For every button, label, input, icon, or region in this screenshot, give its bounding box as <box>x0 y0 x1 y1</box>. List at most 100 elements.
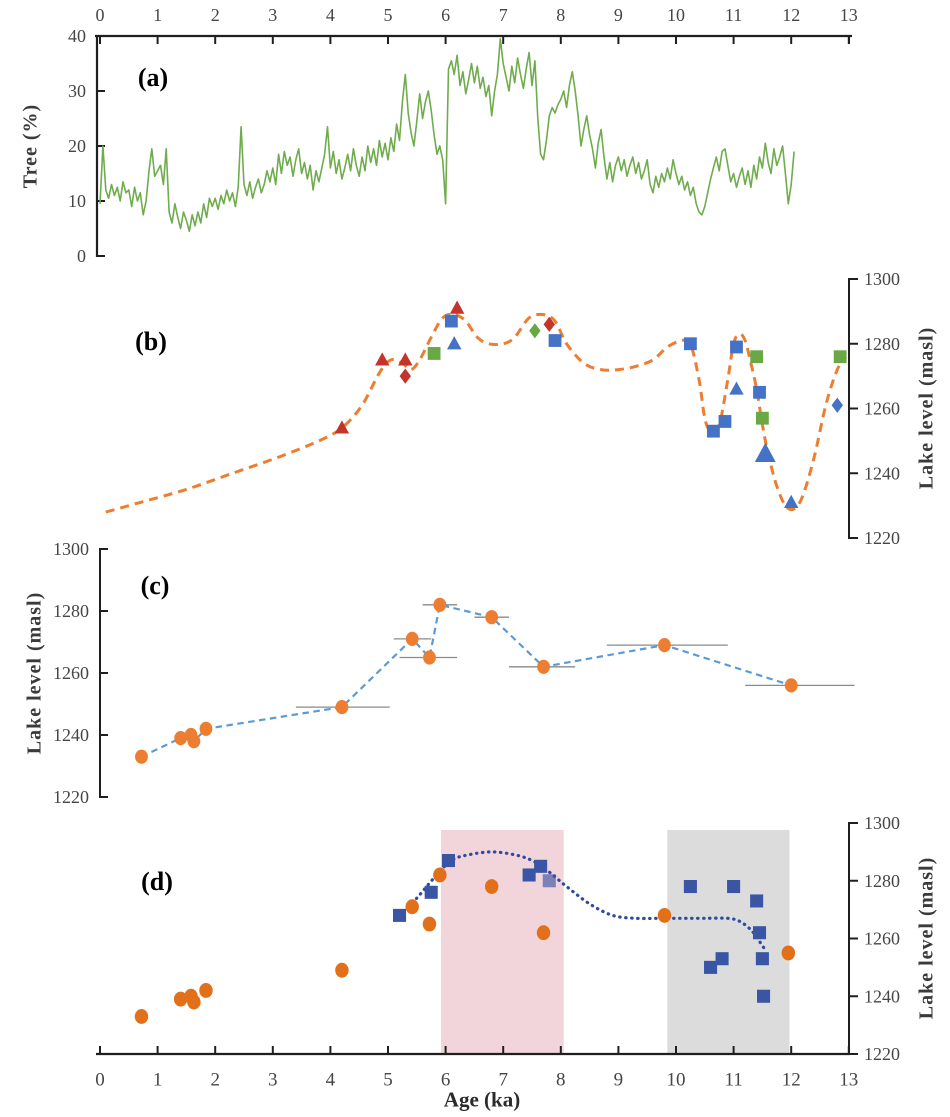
orange-circle-marker <box>784 678 798 693</box>
bottom-x-tick-label: 10 <box>667 1070 686 1091</box>
b-y-tick-label: 1260 <box>864 399 900 419</box>
top-x-tick-label: 5 <box>384 5 393 25</box>
top-x-tick-label: 0 <box>96 5 105 25</box>
d-y-tick-label: 1220 <box>864 1044 900 1064</box>
b-y-tick-label: 1240 <box>864 463 900 483</box>
top-x-tick-label: 1 <box>153 5 162 25</box>
blue-square-marker <box>750 894 764 908</box>
blue-square-marker <box>718 415 732 428</box>
orange-circle-marker <box>433 867 447 883</box>
orange-circle-marker <box>335 962 349 978</box>
blue-square-marker <box>548 334 562 347</box>
bottom-x-tick-label: 4 <box>326 1070 336 1091</box>
bottom-x-tick-label: 9 <box>614 1070 624 1091</box>
orange-circle-marker <box>422 916 437 932</box>
orange-circle-marker <box>423 650 436 665</box>
orange-circle-marker <box>657 907 672 923</box>
orange-circle-marker <box>484 879 499 894</box>
orange-circle-marker <box>199 721 213 736</box>
c-y-tick-label: 1300 <box>53 539 89 559</box>
blue-square-marker <box>441 854 456 868</box>
b-y-tick-label: 1280 <box>864 334 900 354</box>
c-y-tick-label: 1280 <box>53 601 89 621</box>
bottom-x-tick-label: 6 <box>441 1070 451 1091</box>
orange-circle-marker <box>536 925 551 941</box>
blue-square-marker <box>683 879 697 894</box>
blue-triangle-marker <box>447 336 462 350</box>
orange-circle-marker <box>187 994 201 1010</box>
green-square-marker <box>427 347 441 360</box>
blue-square-marker <box>752 926 767 940</box>
c-y-tick-label: 1220 <box>53 787 89 807</box>
panel-d-label: (d) <box>141 867 173 896</box>
red-triangle-marker <box>449 300 465 314</box>
blue-square-marker <box>534 859 548 873</box>
bottom-x-tick-label: 13 <box>839 1070 858 1091</box>
axis-title-lake-b: Lake level (masl) <box>915 326 938 490</box>
top-x-tick-label: 2 <box>211 5 220 25</box>
orange-circle-marker <box>174 731 188 746</box>
blue-square-marker <box>542 874 556 888</box>
blue-square-marker <box>753 385 766 399</box>
top-x-tick-label: 10 <box>667 5 685 25</box>
top-x-tick-label: 13 <box>840 5 858 25</box>
blue-square-marker <box>684 337 697 351</box>
orange-circle-marker <box>187 734 201 749</box>
axis-title-tree: Tree (%) <box>19 103 42 189</box>
red-triangle-marker <box>398 352 413 366</box>
bottom-x-tick-label: 11 <box>724 1070 742 1091</box>
d-y-tick-label: 1240 <box>864 986 900 1006</box>
red-diamond-marker <box>399 368 411 384</box>
panel-a-label: (a) <box>137 63 169 92</box>
a-y-tick-label: 40 <box>68 26 86 46</box>
bottom-x-tick-label: 0 <box>95 1070 105 1091</box>
blue-square-marker <box>707 424 720 438</box>
a-y-tick-label: 10 <box>68 191 86 211</box>
bottom-x-tick-label: 2 <box>210 1070 220 1091</box>
blue-triangle-marker <box>784 494 799 508</box>
c-dashed-line <box>141 603 792 758</box>
orange-circle-marker <box>405 631 419 647</box>
orange-circle-marker <box>199 983 213 998</box>
bottom-x-tick-label: 3 <box>268 1070 278 1091</box>
top-x-tick-label: 4 <box>326 5 335 25</box>
orange-circle-marker <box>781 945 796 961</box>
panel-c-label: (c) <box>140 571 170 600</box>
top-x-tick-label: 12 <box>782 5 800 25</box>
blue-triangle-marker <box>729 381 744 395</box>
c-y-tick-label: 1260 <box>53 663 89 683</box>
blue-diamond-marker <box>831 397 843 413</box>
blue-square-marker <box>727 879 741 894</box>
green-diamond-marker <box>529 323 541 339</box>
blue-square-marker <box>730 340 743 354</box>
orange-circle-marker <box>405 899 419 915</box>
blue-triangle-marker <box>754 442 776 462</box>
axis-title-lake-d: Lake level (masl) <box>915 856 938 1020</box>
orange-circle-marker <box>658 638 671 653</box>
bottom-x-tick-label: 12 <box>782 1070 801 1091</box>
top-x-tick-label: 6 <box>441 5 450 25</box>
top-x-tick-label: 9 <box>614 5 623 25</box>
blue-square-marker <box>392 908 407 922</box>
orange-circle-marker <box>335 700 349 715</box>
red-triangle-marker <box>334 420 350 434</box>
axis-title-age: Age (ka) <box>443 1087 521 1112</box>
tree-percent-line <box>99 38 795 233</box>
top-x-tick-label: 8 <box>556 5 565 25</box>
blue-square-marker <box>522 868 536 882</box>
panel-b-label: (b) <box>135 327 167 356</box>
blue-square-marker <box>444 314 458 328</box>
a-y-tick-label: 20 <box>68 136 86 156</box>
orange-circle-marker <box>485 610 499 625</box>
a-y-tick-label: 0 <box>77 246 86 266</box>
green-square-marker <box>833 350 847 364</box>
b-y-tick-label: 1300 <box>864 269 900 289</box>
orange-circle-marker <box>433 597 447 612</box>
c-y-tick-label: 1240 <box>53 725 89 745</box>
blue-square-marker <box>755 952 769 966</box>
lake-level-reconstruction <box>105 312 848 514</box>
orange-circle-marker <box>134 1009 149 1024</box>
top-x-tick-label: 11 <box>725 5 742 25</box>
